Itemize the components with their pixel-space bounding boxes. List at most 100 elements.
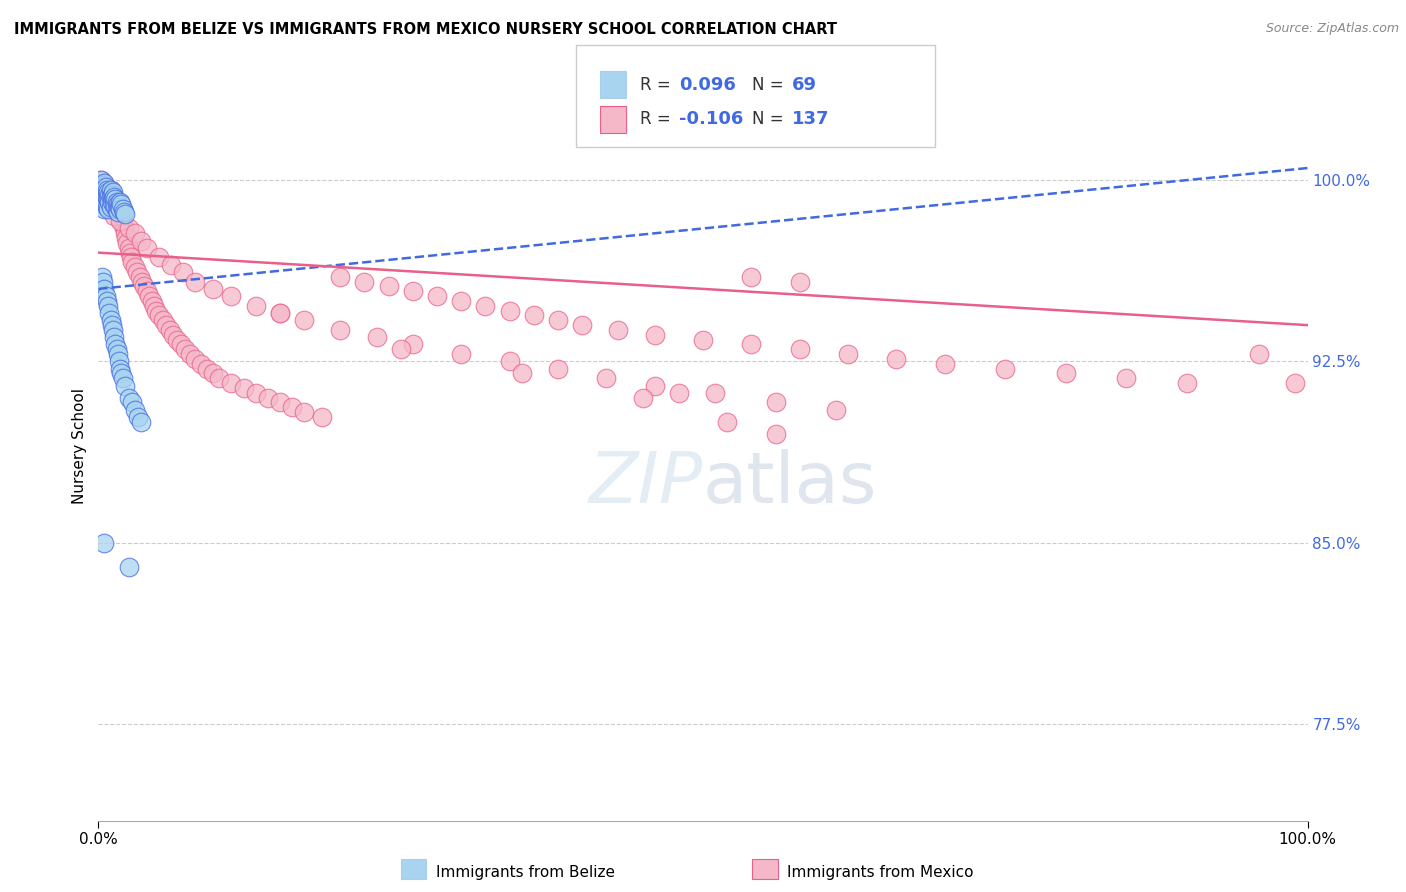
Point <box>115 231 138 245</box>
Point <box>91 178 114 192</box>
Point <box>644 327 666 342</box>
Point <box>141 293 163 308</box>
Text: 137: 137 <box>792 111 830 128</box>
Point <box>108 214 131 228</box>
Point <box>93 176 115 190</box>
Point <box>269 306 291 320</box>
Point <box>1115 371 1137 385</box>
Point <box>105 204 128 219</box>
Point <box>104 337 127 351</box>
Point <box>114 378 136 392</box>
Point <box>1284 376 1306 391</box>
Point <box>94 187 117 202</box>
Point <box>96 183 118 197</box>
Point <box>162 327 184 342</box>
Point <box>124 227 146 241</box>
Point <box>1175 376 1198 391</box>
Point <box>98 306 121 320</box>
Point <box>450 347 472 361</box>
Text: IMMIGRANTS FROM BELIZE VS IMMIGRANTS FROM MEXICO NURSERY SCHOOL CORRELATION CHAR: IMMIGRANTS FROM BELIZE VS IMMIGRANTS FRO… <box>14 22 837 37</box>
Point <box>107 197 129 211</box>
Point <box>97 299 120 313</box>
Text: R =: R = <box>640 76 676 94</box>
Point <box>97 185 120 199</box>
Point <box>118 391 141 405</box>
Point <box>107 202 129 216</box>
Point <box>765 426 787 441</box>
Text: N =: N = <box>752 111 789 128</box>
Point <box>103 330 125 344</box>
Point <box>108 361 131 376</box>
Point <box>450 293 472 308</box>
Point <box>127 409 149 424</box>
Text: N =: N = <box>752 76 789 94</box>
Point <box>96 190 118 204</box>
Point <box>148 251 170 265</box>
Point <box>934 357 956 371</box>
Point <box>127 265 149 279</box>
Point <box>138 289 160 303</box>
Point <box>740 269 762 284</box>
Point <box>101 190 124 204</box>
Point <box>329 323 352 337</box>
Point <box>108 194 131 209</box>
Point <box>91 197 114 211</box>
Point <box>104 194 127 209</box>
Point <box>118 221 141 235</box>
Point <box>135 241 157 255</box>
Point <box>498 303 520 318</box>
Point <box>256 391 278 405</box>
Point <box>179 347 201 361</box>
Point <box>155 318 177 333</box>
Point <box>789 343 811 357</box>
Point <box>886 351 908 366</box>
Point <box>353 275 375 289</box>
Point <box>607 323 630 337</box>
Point <box>108 354 131 368</box>
Point <box>121 395 143 409</box>
Point <box>292 405 315 419</box>
Point <box>631 391 654 405</box>
Point <box>169 337 191 351</box>
Point <box>111 371 134 385</box>
Point <box>91 183 114 197</box>
Point <box>426 289 449 303</box>
Point <box>159 323 181 337</box>
Point <box>124 402 146 417</box>
Point <box>402 285 425 299</box>
Point <box>97 193 120 207</box>
Point <box>166 333 188 347</box>
Point <box>105 194 128 209</box>
Point <box>94 180 117 194</box>
Point <box>96 190 118 204</box>
Point <box>195 361 218 376</box>
Point <box>152 313 174 327</box>
Point <box>96 197 118 211</box>
Point <box>765 395 787 409</box>
Point <box>104 193 127 207</box>
Text: Immigrants from Belize: Immigrants from Belize <box>436 865 614 880</box>
Point <box>190 357 212 371</box>
Text: 69: 69 <box>792 76 817 94</box>
Point <box>96 183 118 197</box>
Point <box>135 285 157 299</box>
Point <box>103 193 125 207</box>
Point <box>716 415 738 429</box>
Point <box>97 193 120 207</box>
Text: R =: R = <box>640 111 676 128</box>
Point <box>105 197 128 211</box>
Point <box>1249 347 1271 361</box>
Point <box>100 190 122 204</box>
Point <box>90 173 112 187</box>
Text: Immigrants from Mexico: Immigrants from Mexico <box>787 865 974 880</box>
Point <box>97 200 120 214</box>
Point <box>91 269 114 284</box>
Point <box>668 385 690 400</box>
Point <box>91 180 114 194</box>
Point <box>329 269 352 284</box>
Point <box>134 279 156 293</box>
Point <box>145 303 167 318</box>
Point <box>129 415 152 429</box>
Point <box>103 210 125 224</box>
Point <box>100 200 122 214</box>
